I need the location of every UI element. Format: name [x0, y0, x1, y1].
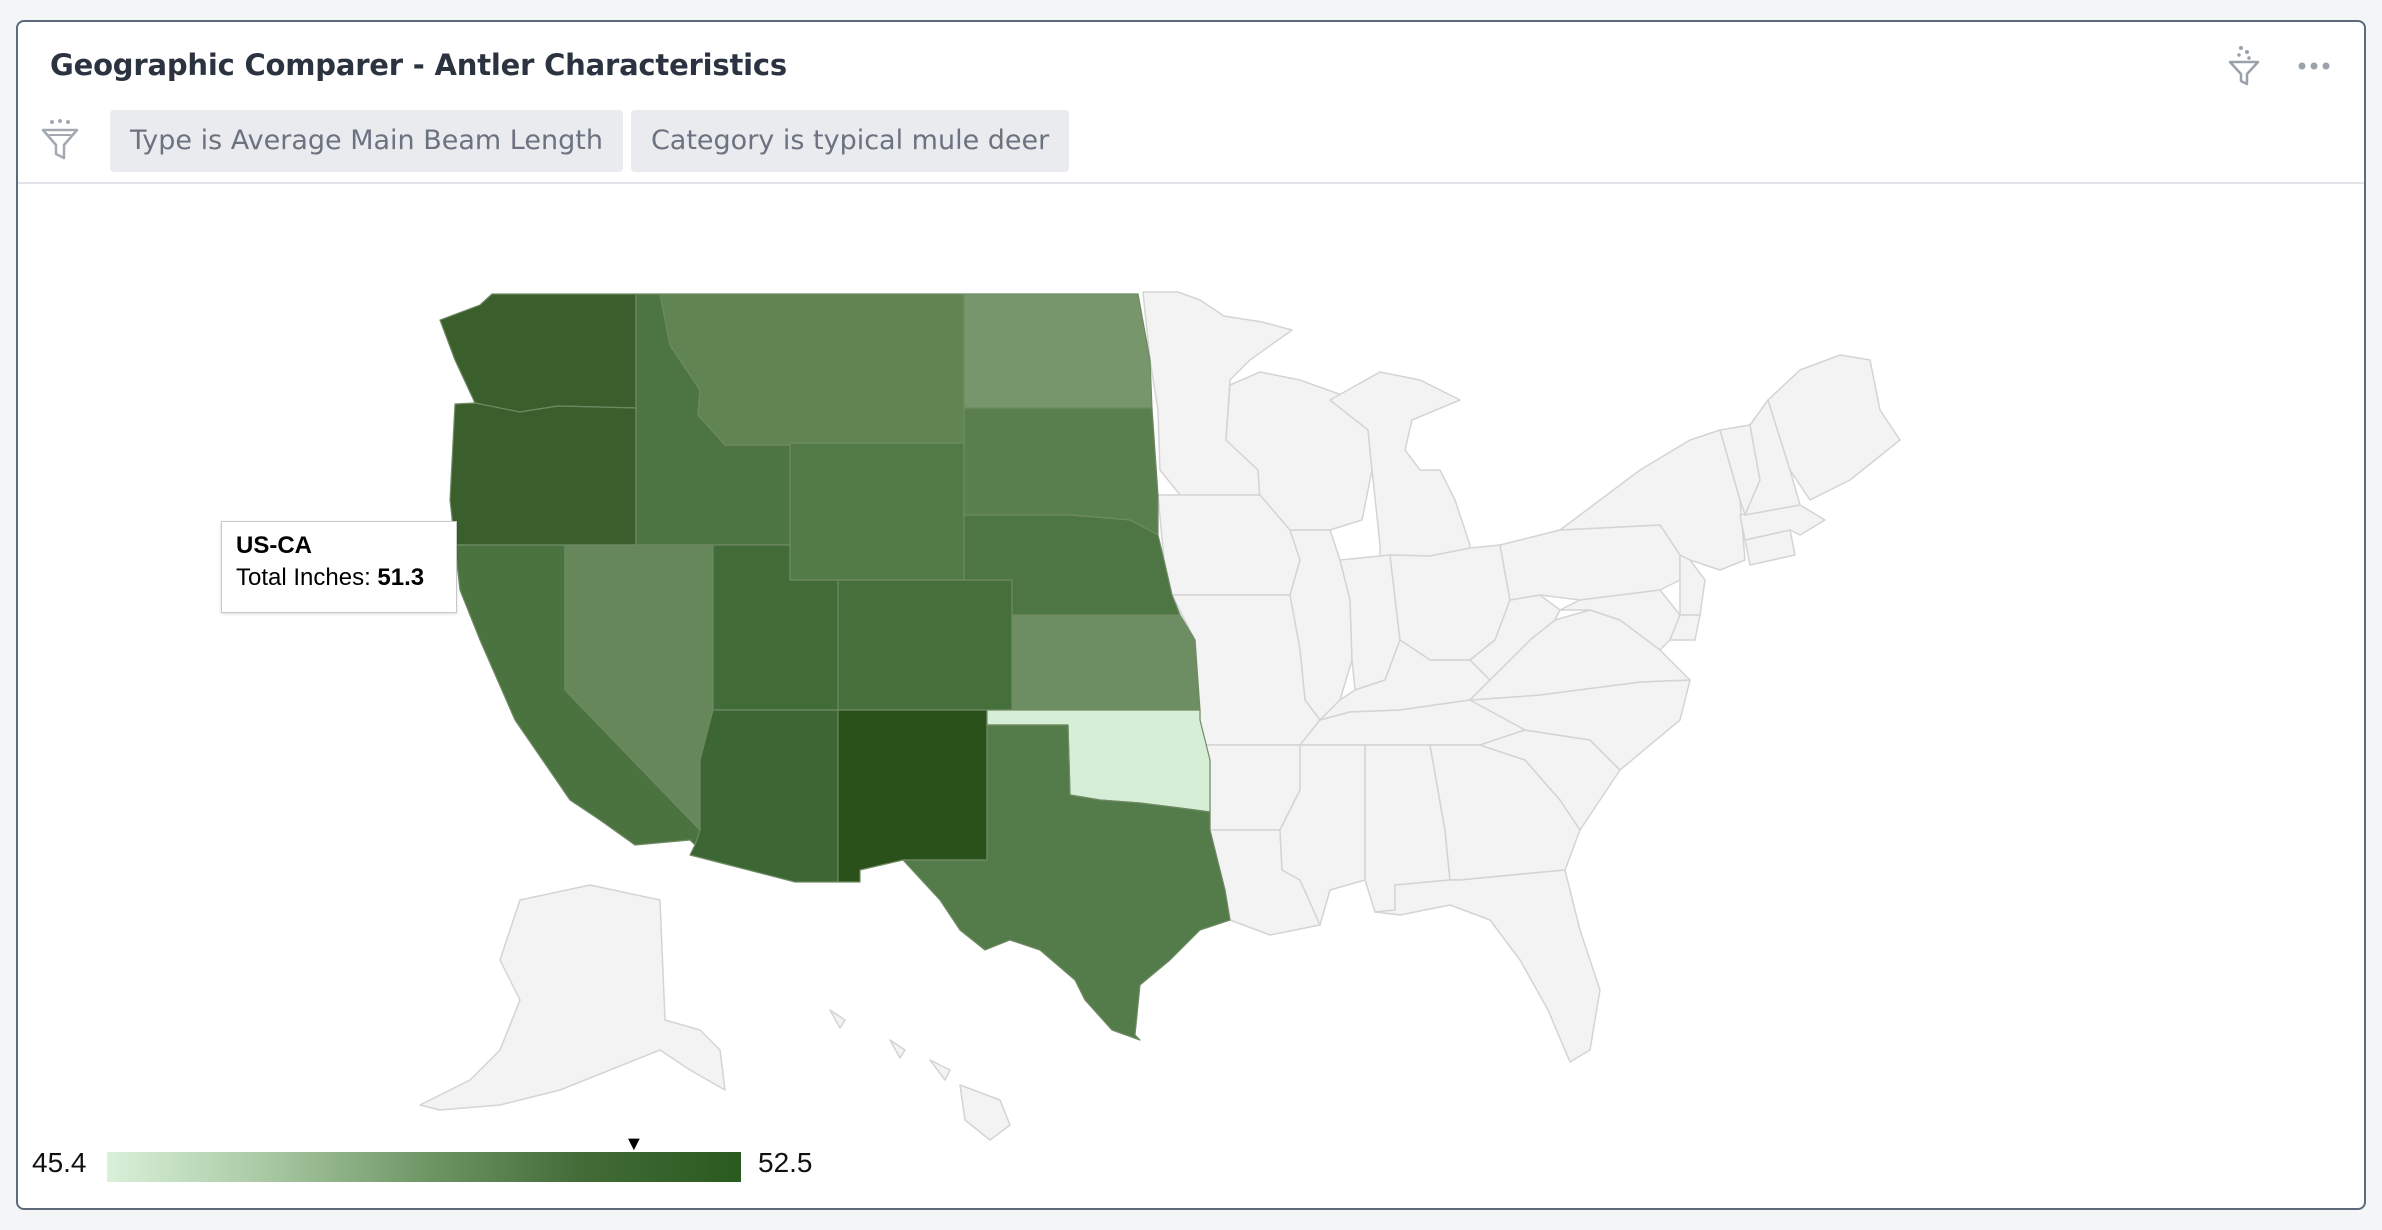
us-choropleth-map	[419, 291, 1901, 1141]
state-US-MI[interactable]	[1329, 371, 1471, 587]
more-options-icon[interactable]	[2294, 44, 2334, 88]
state-US-AR[interactable]	[1199, 744, 1301, 831]
state-US-MS[interactable]	[1279, 744, 1366, 926]
filter-bar: Type is Average Main Beam Length Categor…	[36, 110, 1070, 172]
state-US-PA[interactable]	[1499, 524, 1681, 601]
state-US-DE[interactable]	[1669, 614, 1701, 641]
tooltip-value-line: Total Inches: 51.3	[236, 564, 442, 592]
map-tooltip: US-CA Total Inches: 51.3	[221, 521, 457, 613]
filter-funnel-icon[interactable]	[36, 113, 84, 169]
tooltip-state-id: US-CA	[236, 532, 312, 559]
tooltip-metric-label: Total Inches:	[236, 564, 378, 591]
legend-max-label: 52.5	[758, 1147, 813, 1178]
legend-color-scale	[107, 1152, 741, 1182]
state-US-FL[interactable]	[1374, 869, 1601, 1063]
state-US-MT[interactable]	[659, 293, 965, 446]
state-US-WA[interactable]	[439, 293, 637, 413]
state-US-ND[interactable]	[963, 293, 1153, 409]
map-card: Geographic Comparer - Antler Characteris…	[16, 20, 2366, 1210]
state-US-CO[interactable]	[837, 579, 1013, 711]
filter-sparkle-icon[interactable]	[2224, 44, 2264, 88]
state-US-NM[interactable]	[837, 709, 988, 883]
filter-chip-type[interactable]: Type is Average Main Beam Length	[110, 110, 623, 172]
state-US-OR[interactable]	[449, 402, 637, 546]
card-header: Geographic Comparer - Antler Characteris…	[18, 22, 2364, 184]
filter-chip-category[interactable]: Category is typical mule deer	[630, 110, 1070, 172]
header-actions	[2224, 44, 2334, 88]
tooltip-value: 51.3	[377, 564, 425, 591]
state-US-WY[interactable]	[789, 442, 965, 581]
legend-marker-icon: ▼	[623, 1133, 644, 1155]
legend-min-label: 45.4	[32, 1147, 87, 1178]
state-US-ME[interactable]	[1767, 354, 1901, 501]
state-US-KS[interactable]	[1011, 614, 1201, 711]
state-US-NE[interactable]	[963, 514, 1181, 616]
state-US-TX[interactable]	[902, 724, 1231, 1041]
card-title: Geographic Comparer - Antler Characteris…	[50, 48, 787, 82]
state-US-HI[interactable]	[829, 1009, 1011, 1141]
state-US-AZ[interactable]	[689, 709, 839, 883]
state-US-AK[interactable]	[419, 884, 726, 1111]
state-US-WI[interactable]	[1225, 371, 1373, 531]
